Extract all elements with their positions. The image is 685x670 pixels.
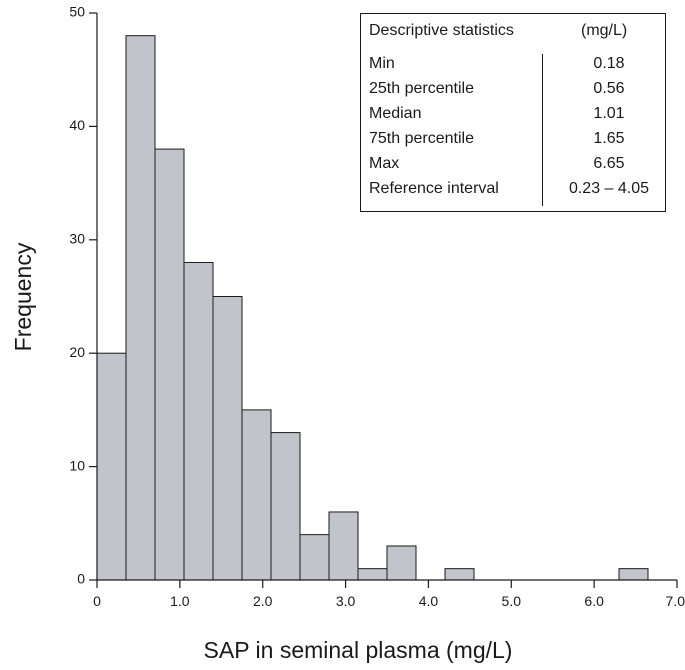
stats-row: Median 1.01: [369, 105, 657, 130]
descriptive-stats-table: Descriptive statistics (mg/L) Min 0.18 2…: [360, 13, 666, 212]
stats-row-label: Max: [369, 155, 400, 172]
y-ticks-group: 0 10 20 30 40 50: [69, 4, 97, 587]
x-tick-label: 5.0: [502, 593, 522, 609]
stats-row: Min 0.18: [369, 55, 657, 80]
y-tick-label: 50: [69, 4, 85, 20]
stats-row-label: 75th percentile: [369, 130, 474, 147]
bars-group: [96, 35, 649, 581]
stats-row: 75th percentile 1.65: [369, 130, 657, 155]
histogram-bar: [183, 261, 214, 581]
stats-row-value: 0.18: [593, 55, 625, 72]
x-tick-label: 2.0: [253, 593, 273, 609]
x-tick-label: 3.0: [336, 593, 356, 609]
stats-row-value: 0.23 – 4.05: [568, 180, 650, 197]
stats-row: Max 6.65: [369, 155, 657, 180]
histogram-bar: [125, 35, 156, 581]
stats-row-value: 6.65: [593, 155, 625, 172]
y-tick-label: 30: [69, 231, 85, 247]
stats-rows: Min 0.18 25th percentile 0.56 Median 1.0…: [369, 55, 657, 205]
histogram-bar: [154, 148, 185, 581]
x-ticks-group: 0 1.0 2.0 3.0 4.0 5.0 6.0 7.0: [93, 580, 685, 609]
stats-row-label: 25th percentile: [369, 80, 474, 97]
stats-column-divider: [542, 54, 543, 206]
y-tick-label: 0: [77, 571, 85, 587]
stats-row-value: 1.65: [593, 130, 625, 147]
x-axis-label: SAP in seminal plasma (mg/L): [204, 637, 513, 663]
stats-row-value: 0.56: [593, 80, 625, 97]
stats-row: 25th percentile 0.56: [369, 80, 657, 105]
y-tick-label: 40: [69, 117, 85, 133]
stats-row-value: 1.01: [593, 105, 625, 122]
histogram-bar: [328, 511, 359, 581]
stats-header: Descriptive statistics (mg/L): [369, 22, 657, 44]
y-axis-label: Frequency: [10, 242, 36, 351]
x-tick-label: 4.0: [419, 593, 439, 609]
histogram-bar: [270, 432, 301, 581]
y-tick-label: 20: [69, 344, 85, 360]
histogram-bar: [241, 409, 272, 581]
stats-row-label: Min: [369, 55, 395, 72]
stats-header-unit: (mg/L): [581, 22, 628, 39]
histogram-bar: [212, 296, 243, 581]
x-tick-label: 0: [93, 593, 101, 609]
stats-row: Reference interval 0.23 – 4.05: [369, 180, 657, 205]
x-tick-label: 7.0: [666, 593, 685, 609]
x-tick-label: 1.0: [170, 593, 190, 609]
histogram-bar: [386, 545, 417, 581]
stats-row-label: Median: [369, 105, 422, 122]
stats-row-label: Reference interval: [369, 180, 499, 197]
y-tick-label: 10: [69, 457, 85, 473]
histogram-bar: [618, 568, 649, 581]
histogram-bar: [357, 568, 388, 581]
histogram-bar: [96, 352, 127, 581]
histogram-bar: [444, 568, 475, 581]
stats-header-label: Descriptive statistics: [369, 22, 514, 39]
histogram-bar: [299, 534, 330, 581]
x-tick-label: 6.0: [584, 593, 604, 609]
